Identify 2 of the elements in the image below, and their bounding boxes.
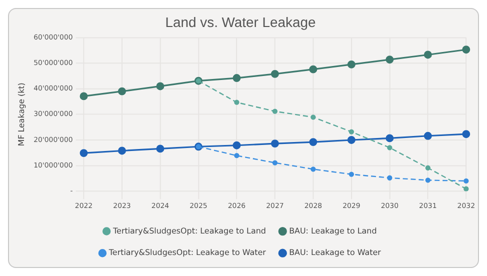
- y-axis-title: MF Leakage (kt): [16, 82, 26, 146]
- chart-title: Land vs. Water Leakage: [165, 14, 316, 30]
